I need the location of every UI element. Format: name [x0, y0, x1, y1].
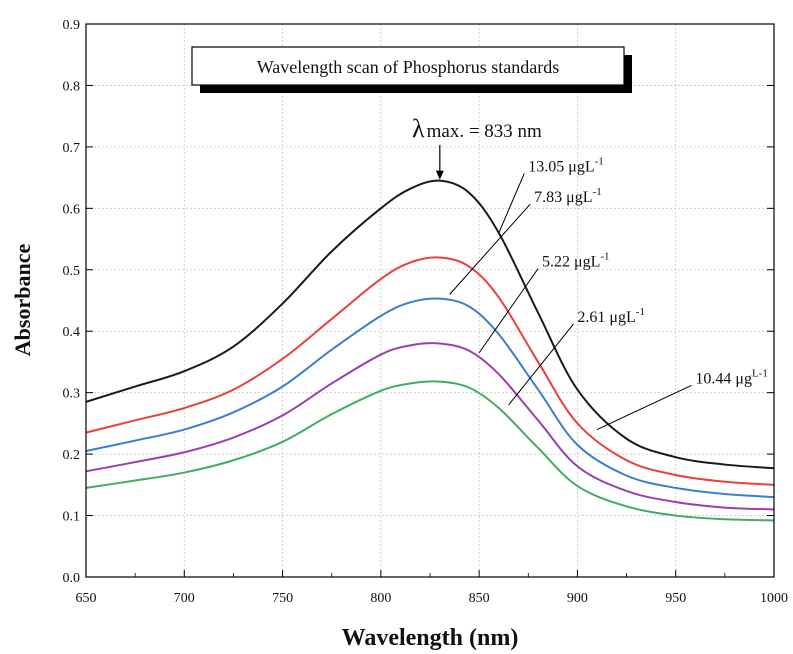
y-tick-label: 0.7	[63, 141, 81, 156]
x-tick-label: 700	[174, 591, 195, 606]
series-line-0	[86, 181, 774, 469]
series-label: 7.83 μgL-1	[534, 186, 602, 206]
x-tick-label: 950	[665, 591, 686, 606]
y-tick-label: 0.5	[63, 264, 81, 279]
series-label: 10.44 μgL-1	[695, 367, 767, 387]
plot-frame	[86, 24, 774, 577]
tick-labels: 650 700 750 800 850 900 950 1000 0.0 0.1 0.2 0.3 0.4…	[63, 18, 789, 606]
y-tick-label: 0.8	[63, 79, 81, 94]
series-lines	[86, 181, 774, 521]
chart-title: Wavelength scan of Phosphorus standards	[257, 57, 560, 77]
y-tick-label: 0.9	[63, 18, 81, 33]
series-label: 2.61 μgL-1	[577, 306, 645, 326]
x-tick-label: 850	[469, 591, 490, 606]
x-tick-label: 1000	[760, 591, 788, 606]
grid-lines	[86, 24, 774, 577]
y-axis-title: Absorbance	[10, 244, 35, 357]
x-tick-label: 750	[272, 591, 293, 606]
x-tick-label: 650	[76, 591, 97, 606]
x-tick-label: 800	[370, 591, 391, 606]
axis-ticks	[86, 24, 774, 577]
y-tick-label: 0.6	[63, 202, 81, 217]
y-tick-label: 0.2	[63, 448, 81, 463]
series-leader-line	[499, 173, 524, 232]
series-leader-line	[479, 269, 538, 353]
x-axis-title: Wavelength (nm)	[342, 625, 519, 651]
lambda-max-text: max. = 833 nm	[427, 121, 542, 142]
y-tick-label: 0.3	[63, 387, 81, 402]
series-label: 5.22 μgL-1	[542, 251, 610, 271]
y-tick-label: 0.0	[63, 571, 81, 586]
y-tick-label: 0.1	[63, 510, 81, 525]
lambda-symbol: λ	[412, 114, 425, 143]
y-tick-label: 0.4	[63, 325, 81, 340]
title-box: Wavelength scan of Phosphorus standards	[192, 47, 632, 93]
x-tick-label: 900	[567, 591, 588, 606]
lambda-max-arrowhead	[436, 171, 444, 180]
series-labels: 13.05 μgL-1 7.83 μgL-1 5.22 μgL-1 2.61 μgL-…	[450, 155, 768, 429]
series-label: 13.05 μgL-1	[528, 155, 604, 175]
series-leader-line	[597, 385, 691, 429]
series-line-2	[86, 298, 774, 497]
